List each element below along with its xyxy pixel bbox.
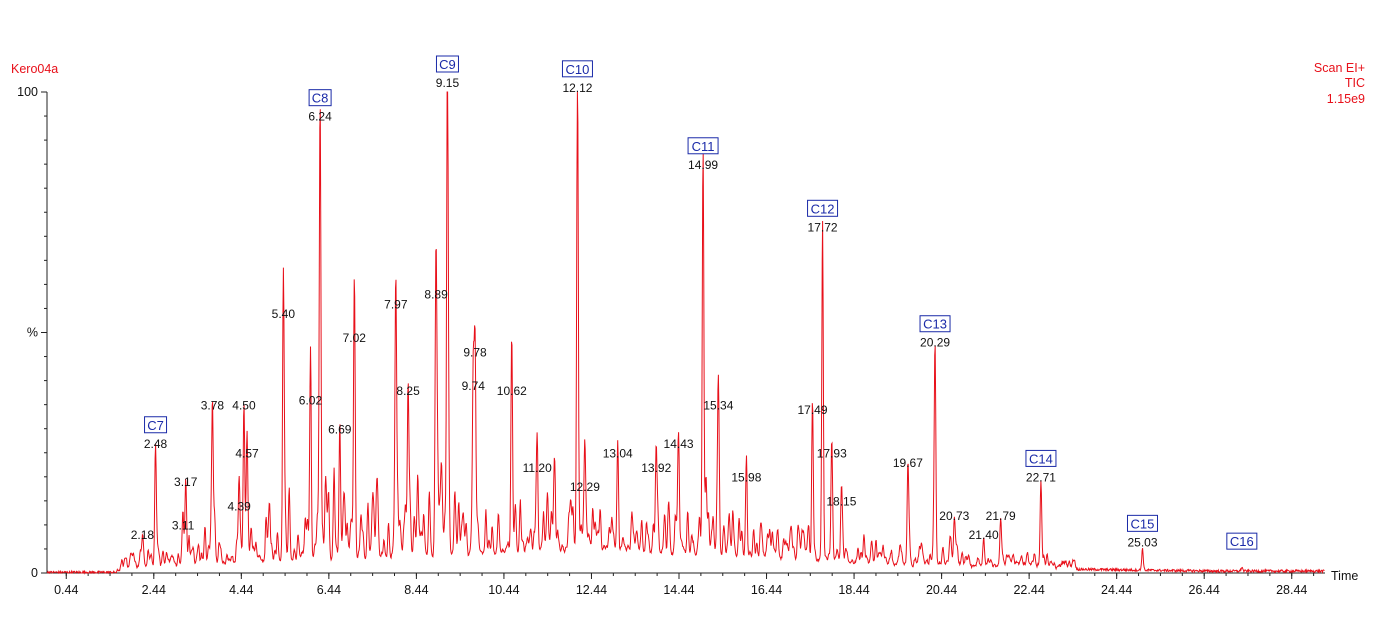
peak-label: 12.12 [562, 81, 592, 95]
peak-label: 2.18 [131, 528, 155, 542]
peak-label: 3.78 [201, 398, 225, 412]
carbon-box [144, 416, 168, 434]
x-tick-label: 28.44 [1276, 583, 1307, 597]
carbon-label: C7 [147, 418, 164, 433]
y-tick-label: % [27, 326, 38, 340]
peak-label: 7.02 [343, 331, 367, 345]
peak-label: 13.92 [641, 461, 671, 475]
peak-label: 15.34 [703, 398, 733, 412]
x-tick-label: 10.44 [488, 583, 519, 597]
x-tick-label: 4.44 [229, 583, 253, 597]
peak-label: 6.69 [328, 422, 352, 436]
carbon-label: C16 [1230, 534, 1254, 549]
axes-group: 0.44 2.44 4.44 6.44 8.44 10.44 12.44 14.44 16.44… [17, 85, 1325, 597]
y-tick-label: 100 [17, 85, 38, 99]
y-tick-label: 0 [31, 566, 38, 580]
peak-label: 22.71 [1026, 470, 1056, 484]
carbon-box [1126, 514, 1158, 532]
peak-label: 14.43 [664, 437, 694, 451]
peak-label: 17.49 [797, 403, 827, 417]
peak-label: 9.15 [436, 76, 460, 90]
carbon-box [919, 315, 951, 333]
sample-name: Kero04a [11, 62, 58, 76]
x-tick-label: 18.44 [838, 583, 869, 597]
carbon-label: C10 [566, 62, 590, 77]
carbon-label: C15 [1131, 516, 1155, 531]
x-tick-label: 14.44 [663, 583, 694, 597]
x-axis-label: Time [1331, 569, 1358, 583]
peak-label: 4.39 [227, 499, 251, 513]
peak-label: 10.62 [497, 384, 527, 398]
peak-label: 6.02 [299, 393, 323, 407]
peak-label: 7.97 [384, 297, 408, 311]
peak-label: 25.03 [1127, 535, 1157, 549]
carbon-label: C8 [312, 91, 329, 106]
peak-label: 6.24 [308, 110, 332, 124]
peak-label: 15.98 [731, 470, 761, 484]
x-tick-label: 6.44 [317, 583, 341, 597]
peak-label: 2.48 [144, 437, 168, 451]
peak-label: 14.99 [688, 158, 718, 172]
trace-type: TIC [1345, 76, 1365, 90]
peak-label: 21.40 [969, 528, 999, 542]
peak-label: 3.11 [172, 519, 195, 533]
x-tick-label: 12.44 [576, 583, 607, 597]
trace-group [46, 91, 1325, 575]
peak-label: 9.74 [462, 379, 486, 393]
carbon-box [1025, 449, 1057, 467]
carbon-label: C14 [1029, 451, 1053, 466]
carbon-box [435, 55, 459, 73]
intensity-value: 1.15e9 [1327, 92, 1365, 106]
peak-label: 13.04 [603, 446, 633, 460]
peak-label: 4.57 [235, 446, 259, 460]
carbon-label: C9 [439, 57, 456, 72]
peak-label: 4.50 [232, 398, 256, 412]
peak-label: 5.40 [272, 307, 296, 321]
x-tick-label: 22.44 [1013, 583, 1044, 597]
scan-mode: Scan EI+ [1314, 61, 1365, 75]
peak-label: 20.29 [920, 336, 950, 350]
carbon-box [308, 89, 332, 107]
peak-label: 8.25 [396, 384, 420, 398]
peak-label: 20.73 [939, 509, 969, 523]
carbon-box [807, 199, 839, 217]
carbon-label: C11 [692, 139, 715, 154]
x-tick-label: 8.44 [404, 583, 428, 597]
peak-label: 9.78 [463, 345, 487, 359]
peak-label: 8.89 [424, 288, 448, 302]
x-tick-label: 24.44 [1101, 583, 1132, 597]
x-tick-label: 20.44 [926, 583, 957, 597]
tic-trace-line [46, 91, 1325, 575]
peak-label: 3.17 [174, 475, 198, 489]
carbon-label: C12 [811, 201, 835, 216]
peak-label: 12.29 [570, 480, 600, 494]
x-tick-label: 2.44 [142, 583, 166, 597]
peak-label: 19.67 [893, 456, 923, 470]
carbon-box [1226, 532, 1258, 550]
peak-label: 18.15 [826, 494, 856, 508]
peak-labels-group: 2.18 2.48 3.11 3.17 3.78 4.39 4.50 4.57 5.40 6.02… [131, 55, 1258, 550]
x-tick-label: 26.44 [1189, 583, 1220, 597]
peak-label: 17.72 [808, 220, 838, 234]
x-tick-label: 0.44 [54, 583, 78, 597]
peak-label: 17.93 [817, 446, 847, 460]
peak-label: 21.79 [986, 509, 1016, 523]
peak-label: 11.20 [523, 461, 552, 475]
carbon-box [561, 60, 593, 78]
carbon-box [687, 137, 719, 155]
x-tick-label: 16.44 [751, 583, 782, 597]
carbon-label: C13 [923, 317, 947, 332]
